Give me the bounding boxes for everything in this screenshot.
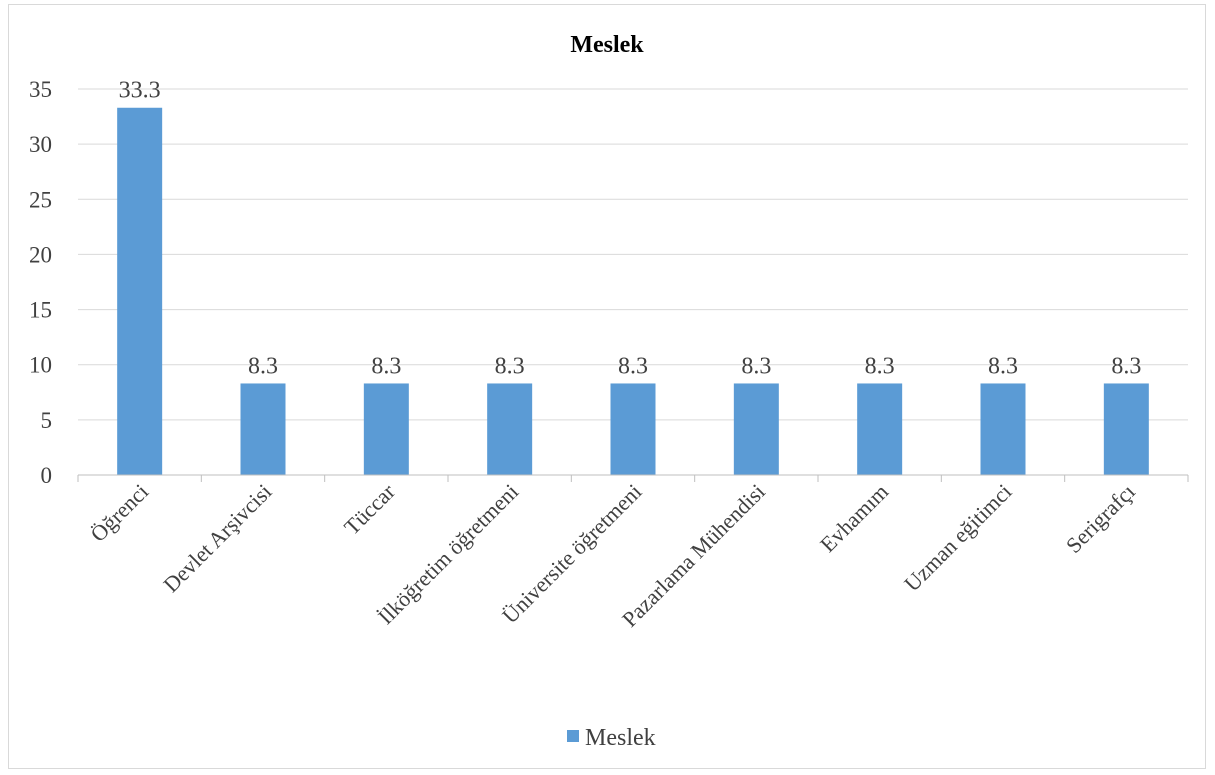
y-tick-label: 15 bbox=[29, 298, 52, 323]
y-tick-label: 35 bbox=[29, 77, 52, 102]
data-label: 33.3 bbox=[119, 78, 161, 104]
y-tick-label: 25 bbox=[29, 187, 52, 212]
data-label: 8.3 bbox=[248, 353, 278, 379]
x-category-label: Serigrafçı bbox=[1061, 479, 1140, 558]
bar bbox=[857, 383, 903, 475]
y-axis-ticks: 0 5 10 15 20 25 30 35 bbox=[29, 77, 52, 488]
data-label: 8.3 bbox=[865, 353, 895, 379]
bar bbox=[117, 107, 163, 476]
x-axis-labels: Öğrenci Devlet Arşivcisi Tüccarİlköğretim … bbox=[85, 478, 1139, 631]
legend: Meslek bbox=[567, 725, 656, 751]
data-label: 8.3 bbox=[495, 353, 525, 379]
bar bbox=[980, 383, 1026, 475]
legend-swatch bbox=[567, 730, 579, 742]
bar bbox=[240, 383, 286, 475]
x-axis bbox=[77, 474, 1189, 482]
data-label: 8.3 bbox=[371, 353, 401, 379]
data-labels: 33.3 8.3 8.3 8.3 8.3 8.3 8.3 8.3 8.3 bbox=[119, 78, 1142, 380]
y-tick-label: 5 bbox=[41, 408, 53, 433]
y-tick-label: 30 bbox=[29, 132, 52, 157]
x-category-label: Uzman eğitimci bbox=[899, 479, 1016, 596]
data-label: 8.3 bbox=[741, 353, 771, 379]
chart-title: Meslek bbox=[570, 32, 644, 58]
bar bbox=[610, 383, 656, 475]
bar bbox=[1103, 383, 1149, 475]
y-tick-label: 0 bbox=[41, 463, 53, 488]
x-category-label: Evhamım bbox=[815, 479, 893, 557]
bars bbox=[117, 107, 1149, 476]
x-category-label: Devlet Arşivcisi bbox=[158, 479, 276, 597]
bar bbox=[733, 383, 779, 475]
x-category-label: Tüccar bbox=[339, 478, 400, 539]
legend-label: Meslek bbox=[585, 725, 656, 751]
y-tick-label: 10 bbox=[29, 353, 52, 378]
data-label: 8.3 bbox=[618, 353, 648, 379]
x-category-label: Öğrenci bbox=[85, 479, 153, 547]
data-label: 8.3 bbox=[988, 353, 1018, 379]
data-label: 8.3 bbox=[1111, 353, 1141, 379]
bar bbox=[363, 383, 409, 475]
y-tick-label: 20 bbox=[29, 242, 52, 267]
bar bbox=[487, 383, 533, 475]
